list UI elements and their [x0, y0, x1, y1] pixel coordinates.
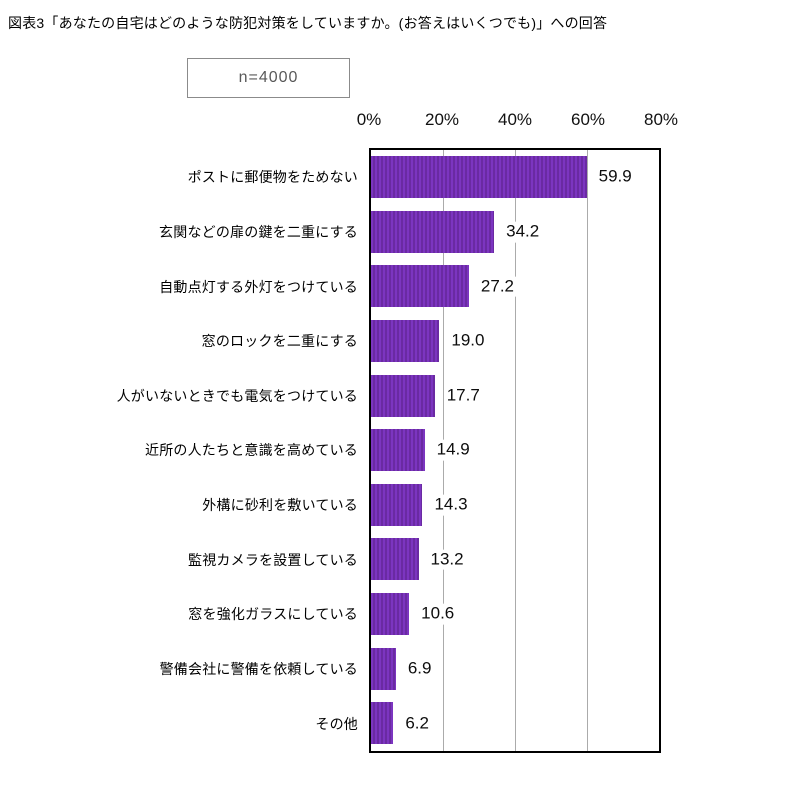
category-label: ポストに郵便物をためない: [187, 169, 358, 186]
value-label: 59.9: [595, 166, 635, 188]
category-label: その他: [315, 715, 358, 732]
value-label: 27.2: [477, 276, 517, 297]
bar-row: 6.9: [371, 642, 659, 697]
bar-row: 13.2: [371, 532, 659, 587]
value-label: 13.2: [427, 549, 467, 571]
sample-size-label: n=4000: [238, 69, 299, 86]
plot-area: 59.9 34.2 27.2 19.0 17.7 14.9 14.3 13.2 10.6 6.9 6…: [369, 148, 661, 753]
value-label: 34.2: [503, 221, 543, 243]
bar-row: 27.2: [371, 259, 659, 314]
category-label: 近所の人たちと意識を高めている: [145, 442, 358, 459]
bar: [371, 483, 423, 526]
category-label: 窓のロックを二重にする: [201, 333, 358, 350]
bar-row: 10.6: [371, 587, 659, 642]
bar-row: 59.9: [371, 150, 659, 205]
bar: [371, 265, 469, 308]
bar: [371, 374, 435, 417]
category-label: 監視カメラを設置している: [188, 551, 358, 568]
bar: [371, 156, 587, 198]
category-label: 玄関などの扉の鍵を二重にする: [159, 223, 358, 240]
category-label: 窓を強化ガラスにしている: [188, 606, 358, 623]
x-tick-label: 20%: [424, 110, 460, 129]
value-label: 17.7: [443, 385, 483, 407]
gridline: [587, 150, 588, 751]
x-axis: 0% 20% 40% 60% 80%: [357, 110, 678, 138]
value-label: 19.0: [448, 330, 488, 352]
bar-row: 6.2: [371, 696, 659, 751]
x-tick-label: 60%: [570, 110, 606, 129]
bar: [371, 647, 396, 690]
value-label: 14.9: [433, 440, 473, 461]
bar: [371, 593, 410, 635]
bar-row: 19.0: [371, 314, 659, 369]
sample-size-box: n=4000: [187, 58, 350, 98]
value-label: 6.2: [402, 713, 432, 734]
bar: [371, 702, 394, 745]
bar-row: 34.2: [371, 205, 659, 260]
x-tick-label: 40%: [497, 110, 533, 129]
bar-row: 14.3: [371, 478, 659, 533]
gridline: [515, 150, 516, 751]
category-label: 外構に砂利を敷いている: [202, 497, 358, 514]
category-label: 人がいないときでも電気をつけている: [116, 387, 358, 404]
bar-row: 17.7: [371, 369, 659, 424]
value-label: 6.9: [404, 658, 435, 680]
bar: [371, 210, 495, 253]
category-labels: ポストに郵便物をためない玄関などの扉の鍵を二重にする 自動点灯する外灯をつけている…: [0, 150, 358, 751]
bar: [371, 319, 440, 362]
value-label: 14.3: [431, 494, 471, 516]
bar-row: 14.9: [371, 423, 659, 478]
bar: [371, 538, 419, 581]
figure-title: 図表3「あなたの自宅はどのような防犯対策をしていますか。(お答えはいくつでも)」…: [8, 15, 608, 31]
category-label: 自動点灯する外灯をつけている: [159, 278, 358, 295]
x-tick-label: 80%: [643, 110, 679, 129]
value-label: 10.6: [418, 603, 458, 625]
bar: [371, 429, 425, 472]
bars-layer: 59.9 34.2 27.2 19.0 17.7 14.9 14.3 13.2 10.6 6.9 6…: [371, 150, 659, 751]
x-tick-label: 0%: [356, 110, 382, 129]
category-label: 警備会社に警備を依頼している: [159, 660, 358, 677]
